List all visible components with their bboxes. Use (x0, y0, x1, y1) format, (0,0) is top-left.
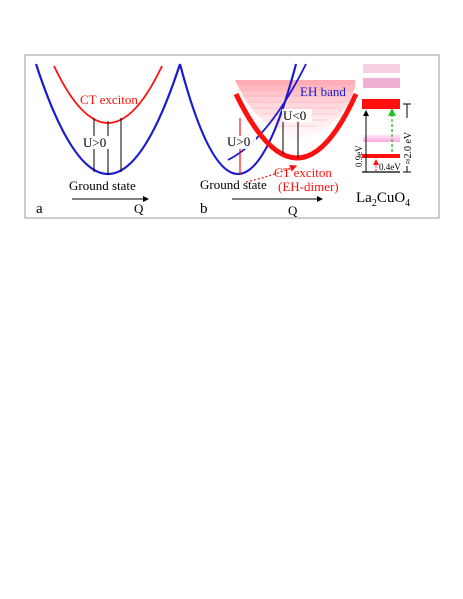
gap-label-20: ≈2.0 eV (403, 131, 414, 164)
figure-frame (24, 54, 440, 219)
ct-exciton-curve-b (233, 92, 359, 161)
eh-band-label: EH band (300, 84, 346, 99)
upper-band-1 (363, 64, 400, 73)
ground-state-label-b: Ground state (200, 177, 267, 192)
u-positive-label-b: U>0 (227, 134, 250, 149)
gap-label-04: 0.4eV (379, 162, 401, 172)
ground-state-label-a: Ground state (69, 178, 136, 193)
energy-level-diagram: 0.9eV 0.4eV ≈2.0 eV La2CuO4 (354, 64, 414, 209)
material-label: La2CuO4 (356, 190, 410, 209)
lower-level (362, 154, 400, 158)
middle-band (363, 135, 400, 142)
ct-exciton-label-a: CT exciton (80, 92, 138, 107)
gap-label-09: 0.9eV (354, 145, 364, 167)
panel-b: U>0 U<0 EH band CT exciton (EH-dimer) Gr… (178, 63, 359, 218)
upper-level (362, 99, 400, 109)
q-axis-label-a: Q (134, 201, 144, 216)
upper-band-2 (363, 78, 400, 88)
ct-exciton-label-b: CT exciton (274, 165, 332, 180)
panel-label-b: b (200, 201, 208, 217)
u-positive-label-a: U>0 (83, 135, 106, 150)
panel-label-a: a (36, 201, 43, 217)
ground-state-curve-b (178, 63, 298, 175)
eh-dimer-label: (EH-dimer) (278, 179, 339, 194)
u-negative-label-b: U<0 (283, 108, 306, 123)
excitation-arrow-b (245, 164, 298, 183)
panel-a: CT exciton U>0 Ground state a Q (34, 63, 182, 217)
q-axis-label-b: Q (288, 203, 298, 218)
eh-band-curve (227, 63, 307, 161)
